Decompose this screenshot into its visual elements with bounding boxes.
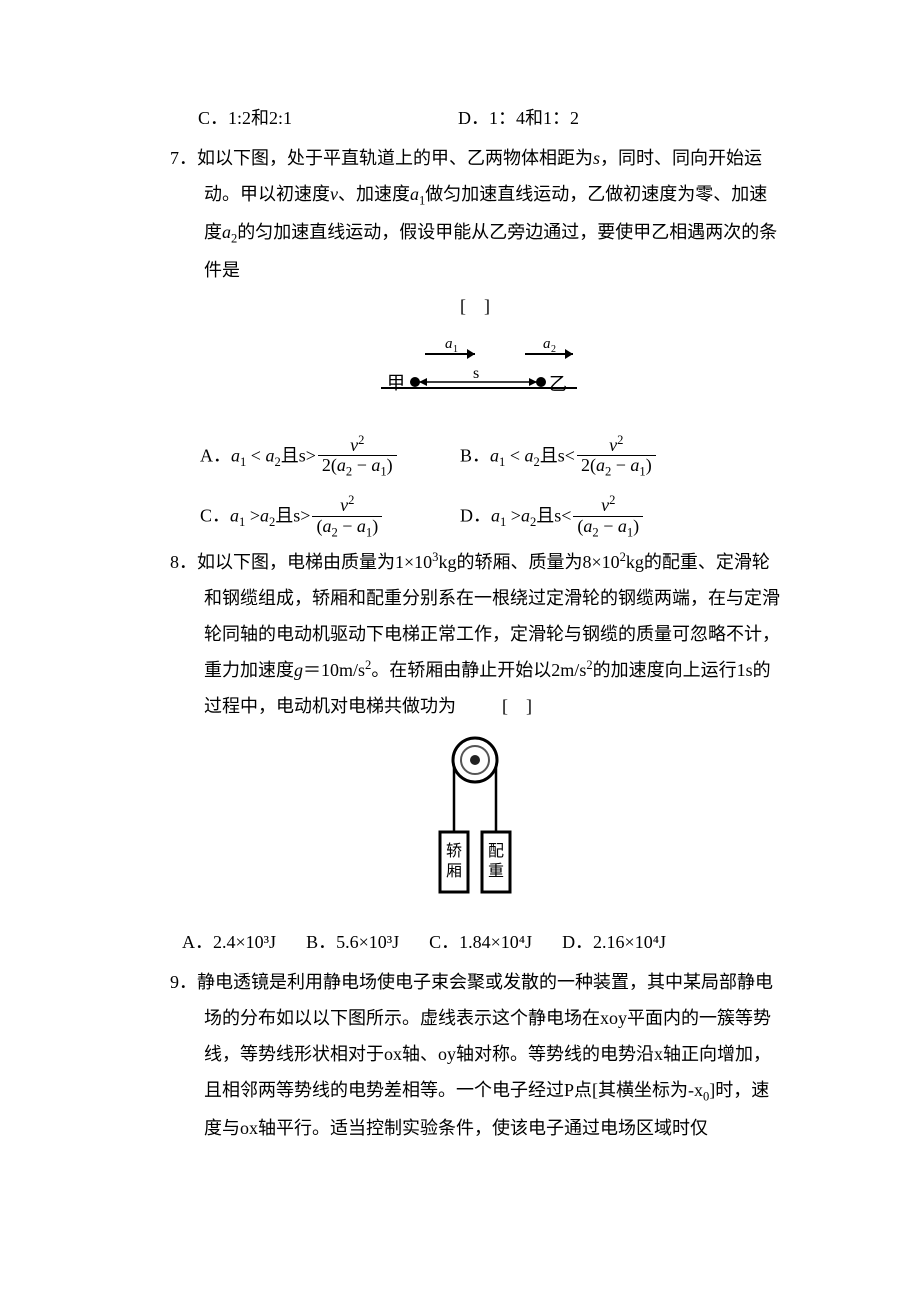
svg-text:厢: 厢 <box>446 863 462 880</box>
svg-text:甲: 甲 <box>387 373 405 393</box>
q6-option-d: D．1：4和1：2 <box>458 100 579 136</box>
q7-options: A．a1 < a2且s>v22(a2 − a1) B．a1 < a2且s<v22… <box>200 434 780 540</box>
q7-stem: 7．如以下图，处于平直轨道上的甲、乙两物体相距为s，同时、同向开始运动。甲以初速… <box>170 140 780 288</box>
svg-text:2: 2 <box>551 344 556 355</box>
q7-option-a: A．a1 < a2且s>v22(a2 − a1) <box>200 434 460 480</box>
q8-options: A．2.4×10³J B．5.6×10³J C．1.84×10⁴J D．2.16… <box>182 924 780 960</box>
svg-text:配: 配 <box>488 842 504 860</box>
q8-option-d: D．2.16×10⁴J <box>562 924 666 960</box>
q6-options-row: C．1:2和2:1 D．1：4和1：2 <box>198 100 780 136</box>
q8-option-b: B．5.6×10³J <box>306 924 399 960</box>
q8-option-c: C．1.84×10⁴J <box>429 924 532 960</box>
q7-option-d: D．a1 >a2且s<v2(a2 − a1) <box>460 494 780 540</box>
q8-number: 8． <box>170 552 197 572</box>
svg-text:1: 1 <box>453 344 458 355</box>
q7-option-c: C．a1 >a2且s>v2(a2 − a1) <box>200 494 460 540</box>
question-9: 9．静电透镜是利用静电场使电子束会聚或发散的一种装置，其中某局部静电场的分布如以… <box>170 964 780 1146</box>
question-8: 8．如以下图，电梯由质量为1×103kg的轿厢、质量为8×102kg的配重、定滑… <box>170 544 780 960</box>
q7-option-b: B．a1 < a2且s<v22(a2 − a1) <box>460 434 780 480</box>
q8-answer-bracket: [ ] <box>510 688 558 724</box>
svg-text:a: a <box>543 336 551 352</box>
q6-option-c: C．1:2和2:1 <box>198 100 458 136</box>
q8-stem: 8．如以下图，电梯由质量为1×103kg的轿厢、质量为8×102kg的配重、定滑… <box>170 544 780 724</box>
q7-answer-bracket: [ ] <box>451 288 499 324</box>
q7-diagram: a 1 a 2 甲 乙 s <box>170 332 780 424</box>
question-7: 7．如以下图，处于平直轨道上的甲、乙两物体相距为s，同时、同向开始运动。甲以初速… <box>170 140 780 540</box>
svg-text:s: s <box>473 365 479 382</box>
svg-text:重: 重 <box>488 862 504 880</box>
q7-number: 7． <box>170 148 197 168</box>
q9-number: 9． <box>170 972 197 992</box>
q7-bracket-line: [ ] <box>170 288 780 324</box>
svg-text:a: a <box>445 336 453 352</box>
q9-stem: 9．静电透镜是利用静电场使电子束会聚或发散的一种装置，其中某局部静电场的分布如以… <box>170 964 780 1146</box>
svg-text:轿: 轿 <box>446 842 462 860</box>
svg-text:乙: 乙 <box>549 374 567 394</box>
q8-diagram: 轿 厢 配 重 <box>170 732 780 914</box>
q8-option-a: A．2.4×10³J <box>182 924 276 960</box>
